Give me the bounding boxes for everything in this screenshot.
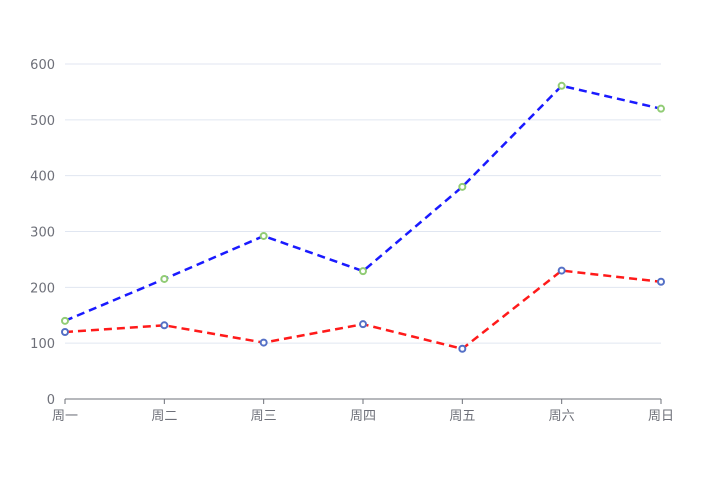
data-point-series-1 (557, 81, 566, 90)
data-point-series-1 (359, 267, 367, 276)
series-layer (61, 81, 665, 353)
grid-layer (65, 63, 661, 344)
data-point-series-1 (160, 274, 169, 283)
data-point-series-2 (160, 321, 169, 330)
y-tick-label: 300 (30, 226, 55, 241)
data-point-series-1 (61, 316, 69, 325)
y-tick-label: 500 (30, 114, 55, 129)
data-point-series-2 (359, 320, 367, 329)
x-tick-label: 周四 (350, 409, 376, 424)
y-tick-label: 600 (30, 58, 55, 73)
x-tick-label: 周一 (52, 409, 78, 424)
y-tick-label: 400 (30, 170, 55, 185)
data-point-series-2 (458, 344, 467, 353)
data-point-series-1 (259, 231, 268, 240)
data-point-series-2 (61, 328, 69, 336)
x-tick-label: 周三 (251, 409, 277, 424)
data-point-series-2 (557, 266, 566, 275)
data-point-series-2 (259, 338, 268, 347)
y-tick-label: 100 (30, 337, 55, 352)
x-tick-label: 周五 (449, 409, 475, 424)
data-point-series-1 (657, 104, 665, 113)
label-layer: 0 100 200 300 400 500 600 周一 周二 周三 周四 周五 周六 周日 (30, 58, 674, 424)
x-tick-label: 周日 (648, 409, 674, 424)
y-tick-label: 0 (47, 393, 55, 408)
series-line-1 (64, 84, 662, 322)
data-point-series-1 (458, 182, 467, 191)
x-tick-label: 周六 (549, 409, 575, 424)
data-point-series-2 (657, 277, 665, 286)
axis-layer (64, 398, 662, 404)
y-tick-label: 200 (30, 281, 55, 296)
x-tick-label: 周二 (151, 409, 177, 424)
